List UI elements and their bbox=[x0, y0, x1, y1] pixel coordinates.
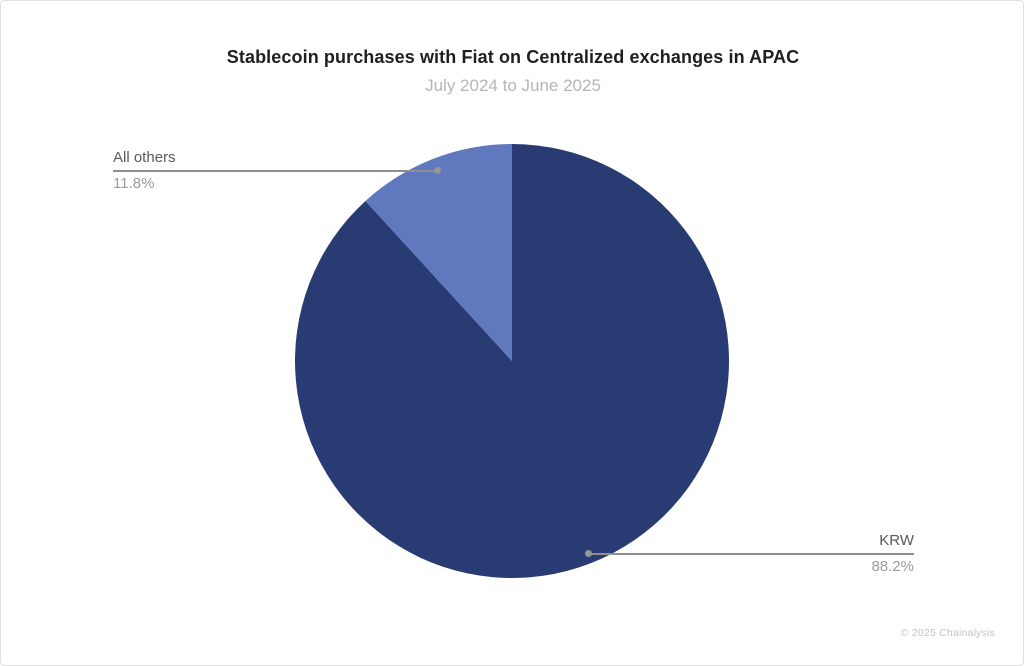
chart-subtitle: July 2024 to June 2025 bbox=[425, 76, 601, 95]
leader-line-all-others bbox=[113, 170, 438, 172]
leader-dot-all-others bbox=[434, 167, 441, 174]
copyright-watermark: © 2025 Chainalysis bbox=[900, 627, 995, 639]
value-krw: 88.2% bbox=[871, 558, 914, 575]
chart-title: Stablecoin purchases with Fiat on Centra… bbox=[226, 47, 800, 67]
pie-chart bbox=[295, 144, 729, 578]
value-all-others: 11.8% bbox=[113, 175, 155, 192]
label-krw: KRW bbox=[879, 532, 914, 549]
pie-slice-all-others bbox=[365, 144, 512, 361]
pie-slice-krw bbox=[295, 144, 729, 578]
pie-chart-container bbox=[295, 144, 729, 578]
label-all-others: All others bbox=[113, 149, 176, 166]
leader-dot-krw bbox=[585, 550, 592, 557]
leader-line-krw bbox=[589, 553, 914, 555]
